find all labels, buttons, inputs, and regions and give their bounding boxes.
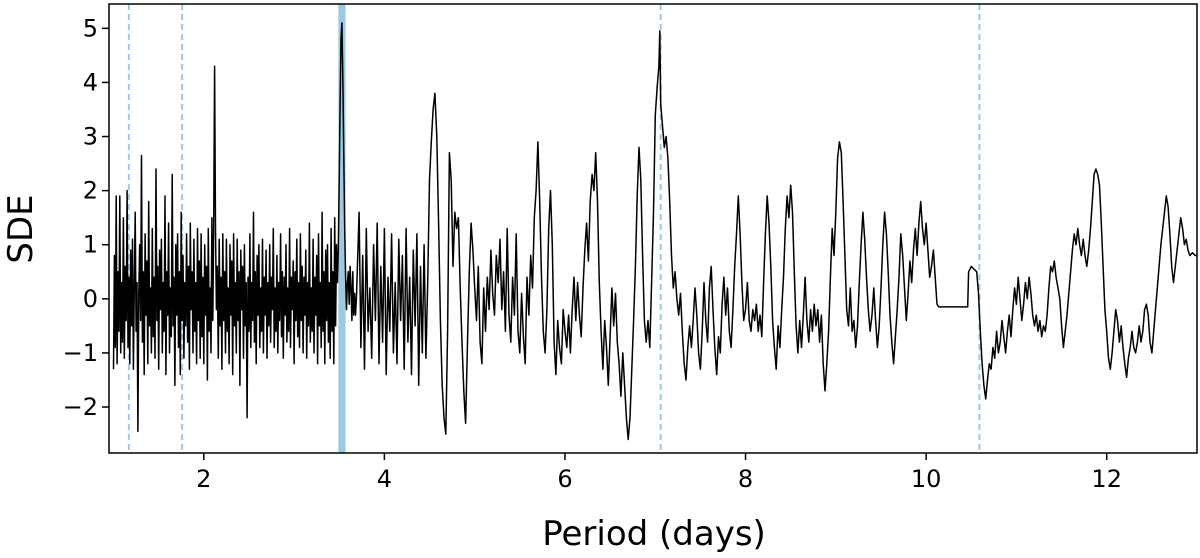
y-axis-label: SDE bbox=[1, 194, 41, 263]
x-tick-label: 6 bbox=[557, 465, 572, 493]
x-axis-label: Period (days) bbox=[542, 514, 766, 554]
x-tick-label: 2 bbox=[196, 465, 211, 493]
y-tick-label: −2 bbox=[63, 393, 98, 421]
y-tick-label: 3 bbox=[83, 123, 98, 151]
y-tick-label: 0 bbox=[83, 285, 98, 313]
x-tick-label: 4 bbox=[377, 465, 392, 493]
axes-frame bbox=[108, 3, 1198, 454]
y-tick-label: 2 bbox=[83, 177, 98, 205]
y-tick-label: 1 bbox=[83, 231, 98, 259]
series-line bbox=[112, 22, 1197, 441]
y-tick-label: 4 bbox=[83, 68, 98, 96]
x-tick-label: 12 bbox=[1091, 465, 1122, 493]
y-tick-label: −1 bbox=[63, 339, 98, 367]
y-tick-label: 5 bbox=[83, 14, 98, 42]
x-tick-label: 8 bbox=[738, 465, 753, 493]
x-tick-label: 10 bbox=[911, 465, 942, 493]
plot-area bbox=[108, 3, 1198, 454]
